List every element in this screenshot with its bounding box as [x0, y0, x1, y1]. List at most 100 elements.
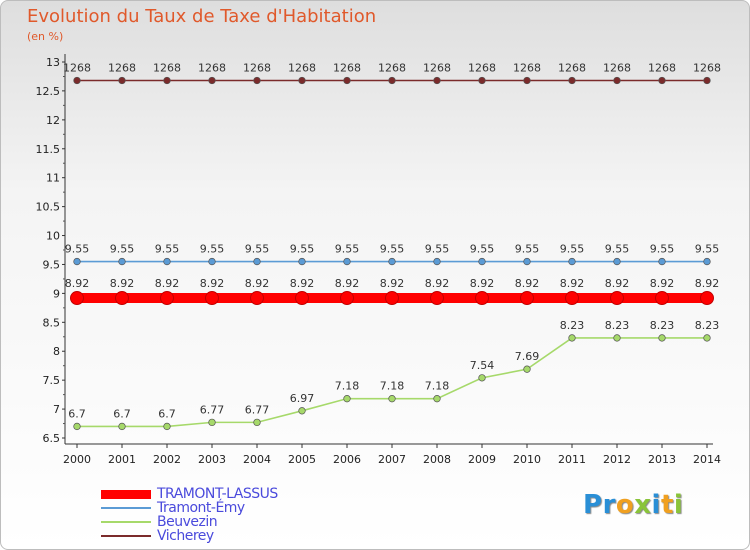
data-point: [73, 76, 81, 85]
data-point: [658, 76, 666, 85]
legend-item-beuvezin: Beuvezin: [101, 514, 361, 530]
y-tick-label: 12: [46, 114, 60, 127]
data-point: [478, 374, 486, 382]
y-tick-label: 7.5: [43, 374, 61, 387]
series-beuvezin: 6.7 6.7 6.7 6.77 6.77 6.97 7.18 7.18 7.18 7.54 7.6…: [68, 319, 720, 431]
x-tick-label: 2014: [693, 453, 721, 466]
logo-letter: P: [583, 490, 603, 520]
data-label: 7.18: [425, 380, 450, 393]
chart-title: Evolution du Taux de Taxe d'Habitation: [27, 6, 377, 27]
data-label: 9.55: [110, 243, 135, 256]
data-point: [343, 395, 351, 403]
data-label: 6.7: [68, 407, 86, 420]
data-point: [253, 418, 261, 427]
data-label: 9.55: [515, 243, 540, 256]
data-label: 9.55: [650, 243, 675, 256]
data-point: [160, 291, 174, 306]
data-label: 8.92: [470, 277, 495, 290]
data-point: [388, 257, 396, 266]
data-point: [298, 257, 306, 266]
data-point: [115, 291, 129, 306]
data-point: [703, 76, 711, 85]
data-point: [208, 257, 216, 266]
data-label: 8.92: [110, 277, 135, 290]
y-tick-label: 13: [46, 56, 60, 69]
data-label: 9.55: [380, 243, 405, 256]
data-point: [613, 334, 621, 342]
data-point: [523, 76, 531, 85]
data-point: [253, 257, 261, 266]
legend-item-tramont-my: Tramont-Émy: [101, 500, 361, 516]
line-chart: 6.5 7 7.5 8 8.5 9 9.5 10 10.5 11 11.5 12 12.5 13 2000 2…: [36, 54, 721, 466]
data-point: [568, 334, 576, 342]
x-tick-label: 2002: [153, 453, 181, 466]
data-label: 8.92: [200, 277, 225, 290]
data-label: 8.92: [695, 277, 720, 290]
data-label: 1268: [693, 62, 721, 75]
x-tick-label: 2013: [648, 453, 676, 466]
logo-letter: x: [634, 490, 652, 520]
x-tick-label: 2006: [333, 453, 361, 466]
data-point: [163, 257, 171, 266]
data-label: 8.92: [245, 277, 270, 290]
x-tick-label: 2007: [378, 453, 406, 466]
data-point: [250, 291, 264, 306]
y-tick-label: 11.5: [36, 143, 61, 156]
legend-label: TRAMONT-LASSUS: [157, 486, 278, 502]
data-point: [340, 291, 354, 306]
data-point: [430, 291, 444, 306]
x-tick-label: 2000: [63, 453, 91, 466]
data-point: [388, 76, 396, 85]
data-point: [205, 291, 219, 306]
data-point: [208, 76, 216, 85]
data-label: 1268: [288, 62, 316, 75]
data-label: 1268: [558, 62, 586, 75]
data-point: [343, 257, 351, 266]
data-label: 1268: [153, 62, 181, 75]
data-point: [565, 291, 579, 306]
y-tick-label: 9.5: [43, 258, 61, 271]
legend: TRAMONT-LASSUS Tramont-Émy Beuvezin Vichere…: [101, 486, 361, 544]
legend-label: Tramont-Émy: [157, 500, 245, 516]
data-point: [523, 257, 531, 266]
data-label: 1268: [378, 62, 406, 75]
data-point: [253, 76, 261, 85]
data-label: 8.92: [380, 277, 405, 290]
data-label: 7.54: [470, 359, 495, 372]
data-label: 1268: [603, 62, 631, 75]
y-tick-label: 9: [53, 287, 60, 300]
data-point: [298, 407, 306, 415]
logo-letter: t: [660, 490, 674, 520]
data-point: [610, 291, 624, 306]
data-label: 1268: [513, 62, 541, 75]
data-label: 8.92: [65, 277, 90, 290]
data-label: 7.18: [335, 380, 360, 393]
x-tick-label: 2008: [423, 453, 451, 466]
x-tick-label: 2011: [558, 453, 586, 466]
data-point: [118, 257, 126, 266]
x-tick-label: 2010: [513, 453, 541, 466]
data-point: [478, 76, 486, 85]
legend-swatch: [101, 521, 151, 523]
data-label: 9.55: [155, 243, 180, 256]
x-tick-label: 2004: [243, 453, 271, 466]
data-point: [478, 257, 486, 266]
data-point: [73, 422, 81, 431]
data-label: 1268: [108, 62, 136, 75]
series-tramont-lassus: 8.92 8.92 8.92 8.92 8.92 8.92 8.92 8.92 8.92 8.92…: [65, 277, 720, 306]
data-label: 9.55: [695, 243, 720, 256]
data-label: 9.55: [425, 243, 450, 256]
data-label: 1268: [243, 62, 271, 75]
data-point: [118, 422, 126, 431]
legend-label: Beuvezin: [157, 514, 218, 530]
data-label: 6.77: [245, 403, 270, 416]
y-tick-label: 10: [46, 230, 60, 243]
data-point: [73, 257, 81, 266]
data-label: 1268: [423, 62, 451, 75]
y-tick-label: 12.5: [36, 85, 61, 98]
data-label: 1268: [198, 62, 226, 75]
y-tick-label: 11: [46, 172, 60, 185]
data-label: 9.55: [560, 243, 585, 256]
data-label: 8.23: [695, 319, 720, 332]
data-point: [295, 291, 309, 306]
